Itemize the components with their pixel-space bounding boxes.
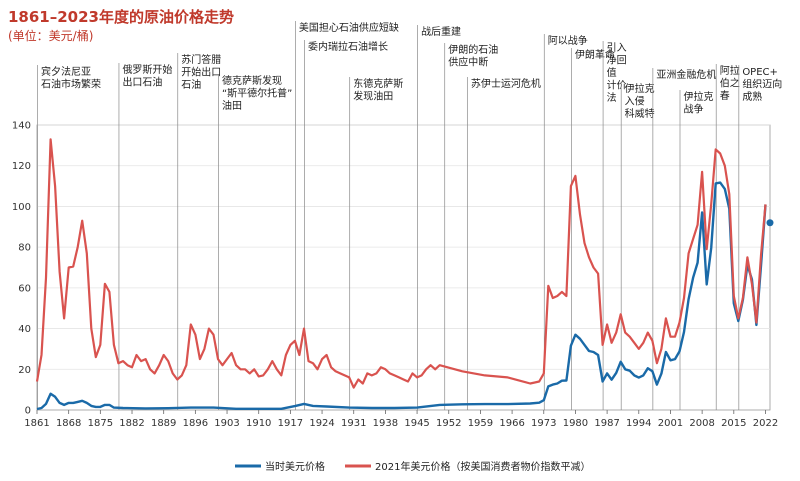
x-tick-label: 1980	[563, 418, 588, 429]
x-tick-label: 1861	[24, 418, 49, 429]
event-annotation: 委内瑞拉石油增长	[304, 40, 388, 410]
event-label: 伯之	[720, 77, 740, 90]
y-tick-label: 80	[18, 243, 31, 254]
x-tick-label: 1973	[531, 418, 556, 429]
event-label: 组织迈向	[742, 78, 782, 91]
event-label: 法	[607, 91, 617, 104]
event-label: 伊拉克	[625, 82, 655, 95]
event-label: 阿拉	[720, 64, 740, 77]
event-label: 出口石油	[122, 76, 162, 89]
x-tick-label: 2001	[658, 418, 683, 429]
event-label: 伊朗的石油	[448, 43, 498, 56]
event-label: 供应中断	[448, 56, 488, 69]
x-tick-label: 1903	[214, 418, 239, 429]
y-tick-label: 0	[25, 406, 31, 417]
event-label: 计价	[607, 79, 627, 92]
plot-area-frame	[36, 124, 771, 411]
y-tick-label: 100	[12, 202, 31, 213]
event-label: 战争	[684, 103, 704, 116]
event-label: 伊朗革命	[575, 48, 615, 61]
event-label: 亚洲金融危机	[656, 68, 716, 81]
legend-label: 2021年美元价格（按美国消费者物价指数平减）	[375, 460, 590, 473]
x-tick-label: 1924	[309, 418, 334, 429]
x-tick-label: 1889	[151, 418, 176, 429]
event-label: 美国担心石油供应短缺	[299, 21, 399, 34]
event-label: 宾夕法尼亚	[41, 65, 91, 78]
event-label: 战后重建	[421, 25, 461, 38]
event-label: 值	[607, 66, 617, 79]
event-label: 开始出口	[181, 66, 221, 79]
y-tick-label: 60	[18, 283, 31, 294]
y-tick-label: 20	[18, 365, 31, 376]
event-label: 俄罗斯开始	[122, 63, 172, 76]
event-label: 苏伊士运河危机	[471, 77, 541, 90]
x-tick-label: 1931	[341, 418, 366, 429]
event-label: 成熟	[742, 90, 762, 103]
x-tick-label: 1868	[56, 418, 81, 429]
event-label: 苏门答腊	[181, 53, 221, 66]
x-tick-label: 2008	[689, 418, 714, 429]
x-tick-label: 1959	[468, 418, 493, 429]
x-tick-label: 2022	[753, 418, 778, 429]
event-label: 引入	[607, 42, 627, 54]
event-label: OPEC+	[742, 67, 778, 78]
event-label: 油田	[222, 99, 242, 112]
x-tick-label: 1945	[404, 418, 429, 429]
x-tick-label: 1952	[436, 418, 461, 429]
event-label: “斯平德尔托普”	[222, 87, 292, 100]
event-label: 德克萨斯发现	[222, 74, 282, 87]
event-annotation: 苏伊士运河危机	[466, 77, 541, 410]
legend: 当时美元价格 2021年美元价格（按美国消费者物价指数平减）	[235, 460, 590, 473]
x-tick-label: 1994	[626, 418, 651, 429]
event-label: 石油市场繁荣	[41, 78, 101, 91]
x-tick-label: 1987	[594, 418, 619, 429]
event-label: 委内瑞拉石油增长	[308, 40, 388, 53]
event-label: 入侵	[625, 96, 645, 108]
event-label: 春	[720, 90, 730, 102]
x-tick-label: 1917	[278, 418, 303, 429]
event-label: 石油	[181, 78, 201, 91]
real-price-line	[35, 138, 767, 389]
event-label: 伊拉克	[684, 90, 714, 103]
event-label: 东德克萨斯	[353, 77, 403, 90]
x-tick-label: 1910	[246, 418, 271, 429]
x-tick-label: 1938	[373, 418, 398, 429]
y-tick-label: 140	[12, 121, 31, 132]
x-tick-label: 1966	[499, 418, 524, 429]
x-tick-label: 1875	[88, 418, 113, 429]
y-tick-label: 120	[12, 161, 31, 172]
event-annotation: 德克萨斯发现“斯平德尔托普”油田	[218, 74, 292, 410]
legend-label: 当时美元价格	[265, 460, 325, 473]
x-tick-label: 1882	[119, 418, 144, 429]
latest-price-marker	[766, 219, 774, 227]
event-annotation: 亚洲金融危机	[652, 68, 716, 410]
y-tick-label: 40	[18, 324, 31, 335]
event-label: 阿以战争	[548, 34, 588, 47]
event-annotation: 战后重建	[417, 25, 461, 410]
chart-unit-label: (单位：美元/桶)	[8, 29, 94, 43]
x-tick-label: 1896	[183, 418, 208, 429]
nominal-price-line	[36, 181, 767, 411]
event-label: 发现油田	[353, 90, 393, 103]
x-tick-label: 2015	[721, 418, 746, 429]
event-label: 净回	[607, 54, 627, 67]
chart-title: 1861–2023年度的原油价格走势	[8, 8, 234, 26]
event-label: 科威特	[625, 107, 655, 120]
